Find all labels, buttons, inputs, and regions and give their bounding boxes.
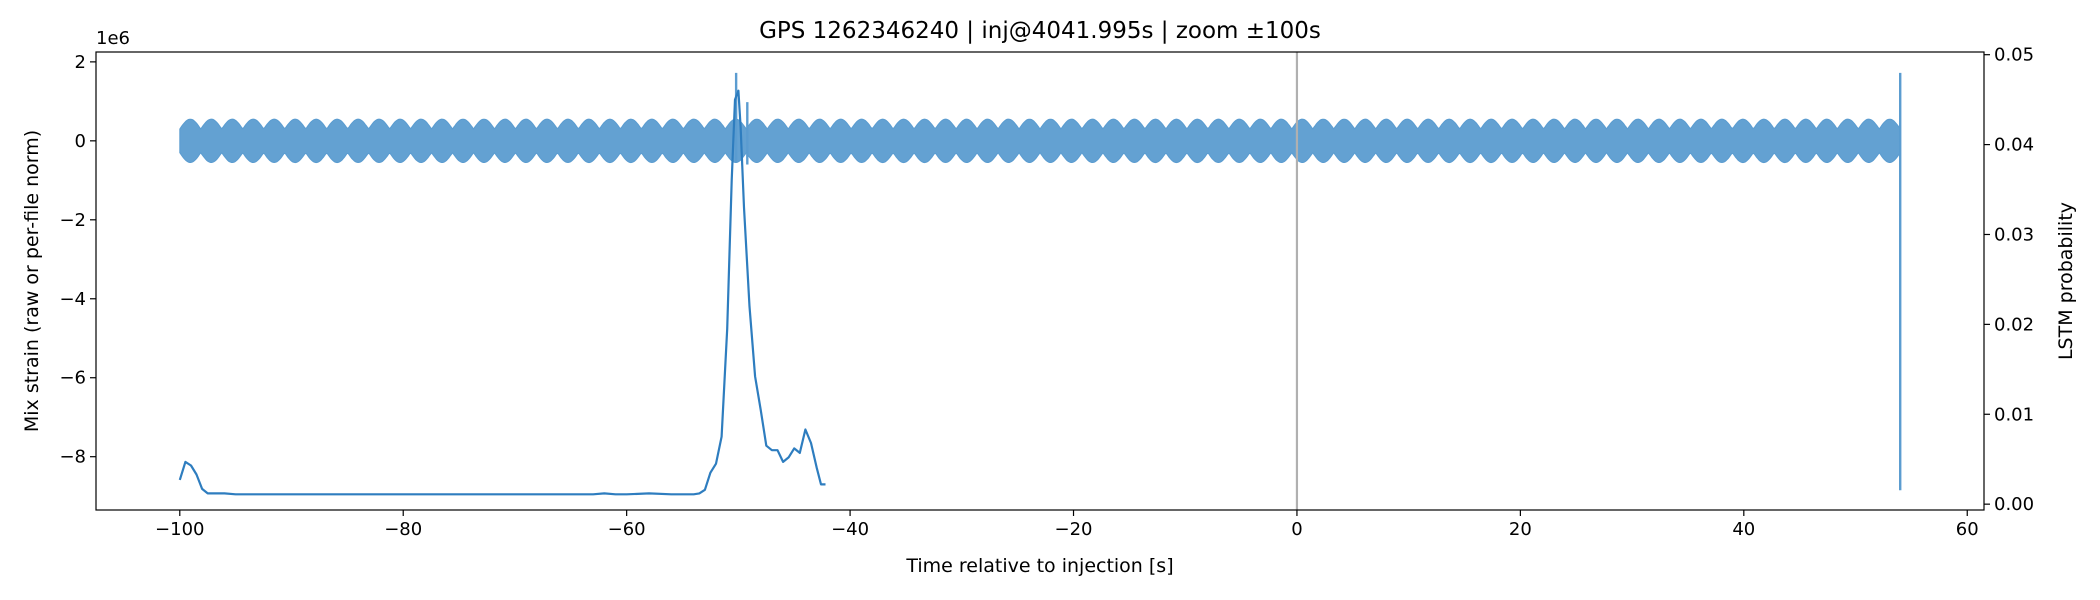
strain-band: [179, 118, 1901, 164]
left-y-axis-label: Mix strain (raw or per-file norm): [21, 130, 43, 432]
right-tick-label: 0.03: [1994, 224, 2034, 245]
lstm-probability-line: [178, 89, 826, 496]
x-tick-label: −20: [1055, 519, 1093, 540]
x-axis-label: Time relative to injection [s]: [905, 555, 1173, 577]
left-tick-label: 0: [75, 131, 86, 152]
left-offset-label: 1e6: [96, 28, 130, 49]
left-tick-label: 2: [75, 52, 86, 73]
left-tick-label: −4: [59, 289, 86, 310]
right-tick-label: 0.02: [1994, 314, 2034, 335]
x-tick-label: −100: [155, 519, 204, 540]
right-tick-label: 0.05: [1994, 45, 2034, 66]
x-tick-label: 0: [1291, 519, 1302, 540]
left-y-axis: 2 0 −2 −4 −6 −8: [59, 52, 96, 468]
right-tick-label: 0.01: [1994, 404, 2034, 425]
x-axis: −100 −80 −60 −40 −20 0 20 40 60: [155, 510, 1979, 540]
right-y-axis-label: LSTM probability: [2055, 202, 2077, 360]
chart-title: GPS 1262346240 | inj@4041.995s | zoom ±1…: [759, 18, 1321, 44]
plot-area: [178, 52, 1902, 510]
left-tick-label: −8: [59, 447, 86, 468]
x-tick-label: −80: [384, 519, 422, 540]
right-tick-label: 0.00: [1994, 494, 2034, 515]
x-tick-label: 40: [1732, 519, 1755, 540]
left-tick-label: −2: [59, 210, 86, 231]
x-tick-label: −60: [608, 519, 646, 540]
x-tick-label: −40: [831, 519, 869, 540]
right-tick-label: 0.04: [1994, 135, 2034, 156]
x-tick-label: 60: [1956, 519, 1979, 540]
plot-frame: [95, 51, 1985, 511]
right-y-axis: 0.05 0.04 0.03 0.02 0.01 0.00: [1984, 45, 2034, 515]
x-tick-label: 20: [1509, 519, 1532, 540]
left-tick-label: −6: [59, 368, 86, 389]
